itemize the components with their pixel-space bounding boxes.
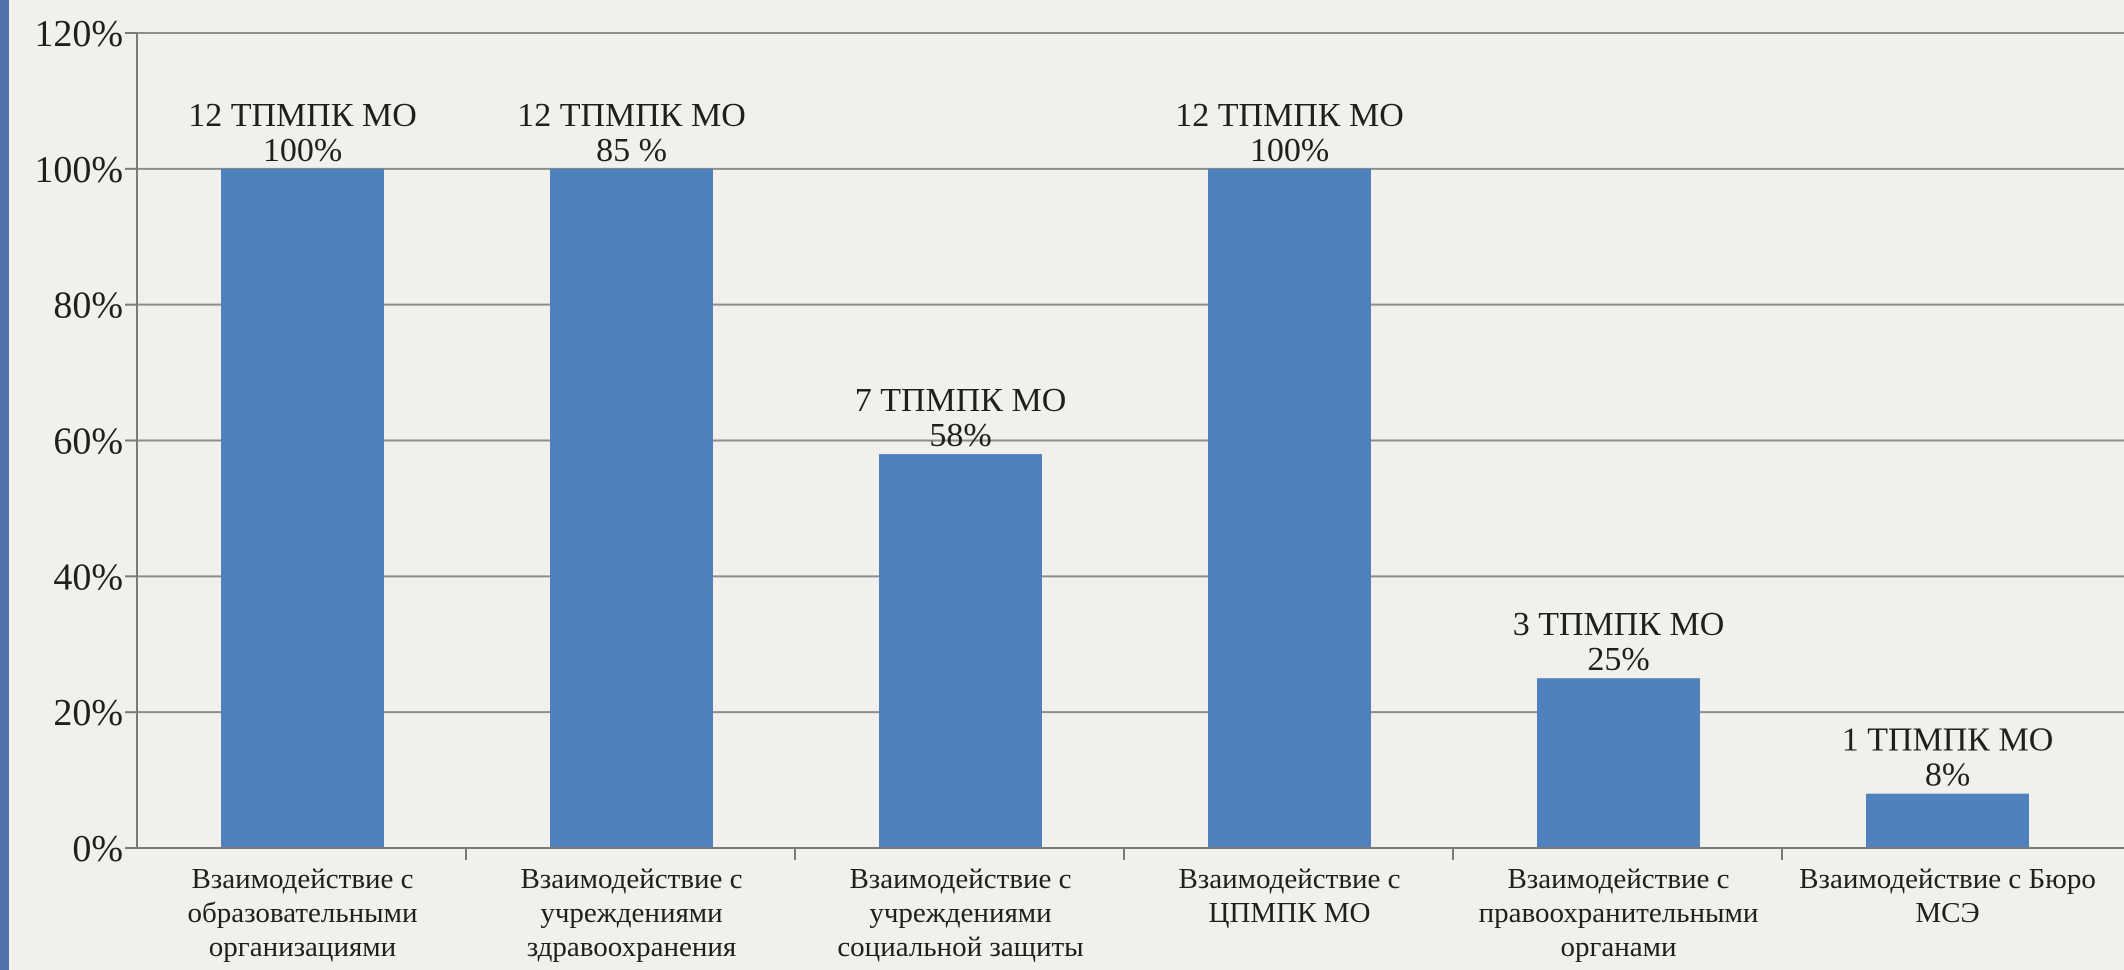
category-label: МСЭ [1915,897,1979,929]
data-label: 85 % [596,132,667,169]
bar [550,168,713,849]
y-tick-label: 0% [72,828,123,870]
data-label: 8% [1925,757,1970,794]
category-label: Взаимодействие с [1507,863,1729,895]
category-label: Взаимодействие с Бюро [1799,863,2096,895]
data-label: 58% [929,417,991,454]
category-label: ЦПМПК МО [1209,897,1371,929]
y-tick-label: 80% [53,285,123,327]
category-label: учреждениями [869,897,1051,929]
y-tick-label: 100% [34,149,123,191]
bars [221,168,2029,849]
data-label: 12 ТПМПК МО [517,97,746,134]
bar [1537,678,1700,848]
category-label: Взаимодействие с [520,863,742,895]
bar [1866,793,2029,848]
y-tick-label: 60% [53,421,123,463]
category-label: Взаимодействие с [1178,863,1400,895]
category-label: правоохранительными [1479,897,1759,929]
data-label: 7 ТПМПК МО [855,382,1067,419]
category-label: организациями [209,931,396,963]
bar [221,168,384,849]
data-label: 1 ТПМПК МО [1842,722,2054,759]
category-label: учреждениями [540,897,722,929]
category-label: органами [1560,931,1676,963]
category-label: Взаимодействие с [849,863,1071,895]
category-labels: Взаимодействие собразовательнымиорганиза… [188,863,2096,963]
category-label: образовательными [188,897,418,929]
data-label: 100% [1250,132,1329,169]
data-label: 3 ТПМПК МО [1513,606,1725,643]
axes [136,33,2124,860]
category-label: здравоохранения [527,931,736,963]
y-tick-label: 20% [53,692,123,734]
category-label: социальной защиты [837,931,1083,963]
category-label: Взаимодействие с [191,863,413,895]
y-axis-ticks: 0% 20% 40% 60% 80% 100% 120% [34,13,137,870]
data-label: 25% [1587,641,1649,678]
bar [1208,168,1371,849]
data-label: 12 ТПМПК МО [1175,97,1404,134]
data-label: 100% [263,132,342,169]
data-label: 12 ТПМПК МО [188,97,417,134]
bar [879,454,1042,848]
y-tick-label: 120% [34,13,123,55]
grid-lines [137,32,2124,714]
left-frame-stripe [0,0,9,970]
y-tick-label: 40% [53,556,123,598]
